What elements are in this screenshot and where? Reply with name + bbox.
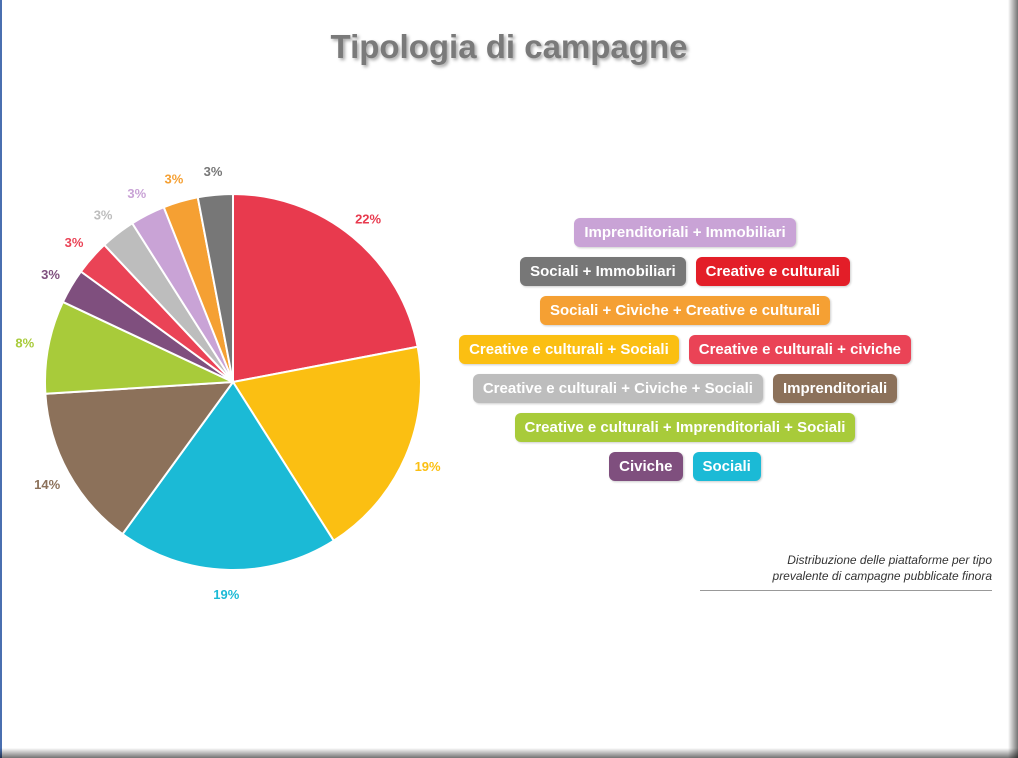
legend-row: Imprenditoriali + Immobiliari [470, 218, 900, 247]
pie-chart: 22% 19% 19% 14% 8% 3% 3% 3% 3% 3% 3% [15, 164, 441, 602]
pie-label-2: 19% [415, 459, 441, 474]
pie-label-3: 19% [213, 587, 239, 602]
pie-label-10: 3% [165, 171, 184, 186]
legend-row: Sociali + Civiche + Creative e culturali [470, 296, 900, 325]
legend-chip: Civiche [609, 452, 683, 481]
pie-slice-3 [121, 380, 336, 571]
pie-slice-2 [231, 345, 422, 543]
slide-right-shadow [1008, 0, 1018, 758]
chart-note: Distribuzione delle piattaforme per tipo… [700, 552, 992, 591]
legend-chip: Creative e culturali [695, 257, 850, 286]
pie-label-11: 3% [204, 164, 223, 179]
pie-slice-1 [232, 192, 419, 384]
pie-label-9: 3% [127, 186, 146, 201]
legend-row: Creative e culturali + Sociali Creative e… [459, 335, 911, 364]
chart-note-line-2: prevalente di campagne pubblicate finora [772, 569, 992, 583]
legend-chip: Creative e culturali + Imprenditoriali +… [514, 413, 856, 442]
legend-chip: Imprenditoriali [772, 374, 898, 403]
legend-chip: Sociali [692, 452, 761, 481]
chart-note-line-1: Distribuzione delle piattaforme per tipo [787, 553, 992, 567]
pie-label-7: 3% [65, 235, 84, 250]
legend-chip: Imprenditoriali + Immobiliari [574, 218, 796, 247]
pie-label-8: 3% [94, 208, 113, 223]
pie-label-4: 14% [34, 477, 60, 492]
legend-row: Creative e culturali + Civiche + Sociali… [470, 374, 900, 403]
pie-label-6: 3% [41, 267, 60, 282]
pie-slice-5 [44, 300, 234, 395]
pie-label-5: 8% [15, 335, 34, 350]
legend-row: Creative e culturali + Imprenditoriali +… [470, 413, 900, 442]
chart-title: Tipologia di campagne [330, 28, 688, 65]
legend-chip: Sociali + Immobiliari [520, 257, 686, 286]
legend-chip: Creative e culturali + Sociali [459, 335, 679, 364]
legend-chip: Sociali + Civiche + Creative e culturali [539, 296, 831, 325]
pie-label-1: 22% [355, 212, 381, 227]
legend-row: Sociali + Immobiliari Creative e cultural… [470, 257, 900, 286]
pie-slice-11 [196, 192, 234, 383]
legend-row: Civiche Sociali [470, 452, 900, 481]
pie-slice-4 [44, 380, 236, 536]
legend-chip: Creative e culturali + civiche [688, 335, 911, 364]
legend-chip: Creative e culturali + Civiche + Sociali [472, 374, 763, 403]
slide-bottom-shadow [0, 748, 1018, 758]
chart-legend: Imprenditoriali + Immobiliari Sociali + I… [459, 218, 911, 491]
slide-left-border [0, 0, 2, 758]
